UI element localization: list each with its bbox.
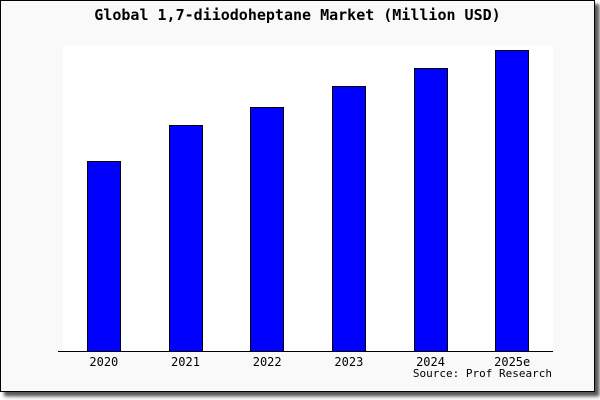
plot-area bbox=[63, 45, 553, 352]
bar-slot-2021 bbox=[145, 45, 227, 351]
chart-figure: Global 1,7-diiodoheptane Market (Million… bbox=[0, 0, 595, 392]
x-tick-label-2024: 2024 bbox=[416, 355, 445, 369]
x-axis-labels: 2020 2021 2022 2023 2024 2025e bbox=[63, 355, 553, 369]
bar-slot-2025e bbox=[471, 45, 553, 351]
chart-title: Global 1,7-diiodoheptane Market (Million… bbox=[94, 6, 501, 24]
bar-slot-2022 bbox=[226, 45, 308, 351]
bar-slot-2023 bbox=[308, 45, 390, 351]
x-tick-label-2022: 2022 bbox=[252, 355, 282, 369]
source-caption: Source: Prof Research bbox=[412, 367, 552, 380]
x-tick-label-2025e: 2025e bbox=[494, 355, 531, 369]
bar-2021 bbox=[168, 125, 203, 351]
bar-2024 bbox=[413, 68, 448, 351]
bar-2020 bbox=[86, 161, 121, 351]
x-tick-label-2021: 2021 bbox=[171, 355, 200, 369]
bar-2022 bbox=[250, 107, 285, 351]
bar-slot-2020 bbox=[63, 45, 145, 351]
bar-slot-2024 bbox=[390, 45, 472, 351]
x-tick-label-2023: 2023 bbox=[334, 355, 364, 369]
bar-2025e bbox=[495, 50, 530, 351]
x-tick-label-2020: 2020 bbox=[89, 355, 119, 369]
bar-2023 bbox=[331, 86, 366, 351]
x-axis-line bbox=[58, 351, 64, 352]
